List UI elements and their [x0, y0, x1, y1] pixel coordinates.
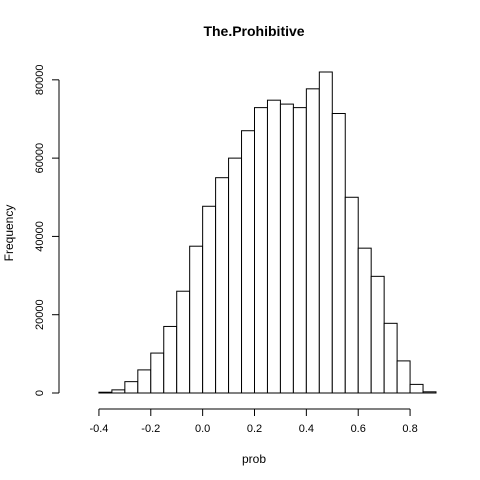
histogram-bar — [305, 88, 320, 394]
histogram-bar — [318, 71, 333, 394]
histogram-bars — [98, 71, 437, 394]
histogram-bar — [383, 322, 398, 394]
histogram-bar — [111, 389, 126, 394]
histogram-bar — [163, 325, 178, 394]
histogram-bar — [331, 112, 346, 394]
histogram-bar — [266, 99, 281, 394]
x-tick-label: 0.0 — [195, 423, 210, 435]
y-tick-label: 20000 — [34, 299, 46, 330]
histogram-bar — [292, 107, 307, 394]
histogram-bar — [228, 157, 243, 394]
histogram-bar — [98, 391, 113, 394]
x-tick-label: -0.4 — [89, 423, 108, 435]
x-tick-label: 0.8 — [402, 423, 417, 435]
histogram-bar — [357, 247, 372, 394]
y-tick-label: 0 — [34, 390, 46, 396]
x-tick-label: 0.4 — [299, 423, 314, 435]
histogram-bar — [241, 130, 256, 394]
histogram-bar — [202, 205, 217, 394]
y-axis-label: Frequency — [2, 205, 16, 262]
y-tick-label: 80000 — [34, 65, 46, 96]
histogram-bar — [176, 290, 191, 394]
x-tick-label: 0.2 — [247, 423, 262, 435]
histogram-bar — [189, 245, 204, 394]
histogram-bar — [396, 360, 411, 394]
x-tick-label: -0.2 — [141, 423, 160, 435]
x-axis: -0.4 -0.2 0.0 0.2 0.4 0.6 0.8 — [89, 408, 418, 435]
x-axis-label: prob — [242, 452, 266, 466]
histogram-bar — [279, 103, 294, 394]
histogram-bar — [124, 381, 139, 394]
histogram-bar — [150, 352, 165, 394]
histogram-bar — [344, 196, 359, 394]
y-axis: 0 20000 40000 60000 80000 — [34, 65, 60, 396]
y-tick-label: 40000 — [34, 221, 46, 252]
histogram-bar — [422, 391, 437, 394]
x-tick-label: 0.6 — [351, 423, 366, 435]
histogram-bar — [370, 275, 385, 394]
histogram-bar — [409, 383, 424, 394]
y-tick-label: 60000 — [34, 143, 46, 174]
chart-title: The.Prohibitive — [203, 23, 304, 39]
histogram-bar — [215, 177, 230, 394]
histogram-bar — [137, 369, 152, 394]
histogram-bar — [254, 107, 268, 394]
